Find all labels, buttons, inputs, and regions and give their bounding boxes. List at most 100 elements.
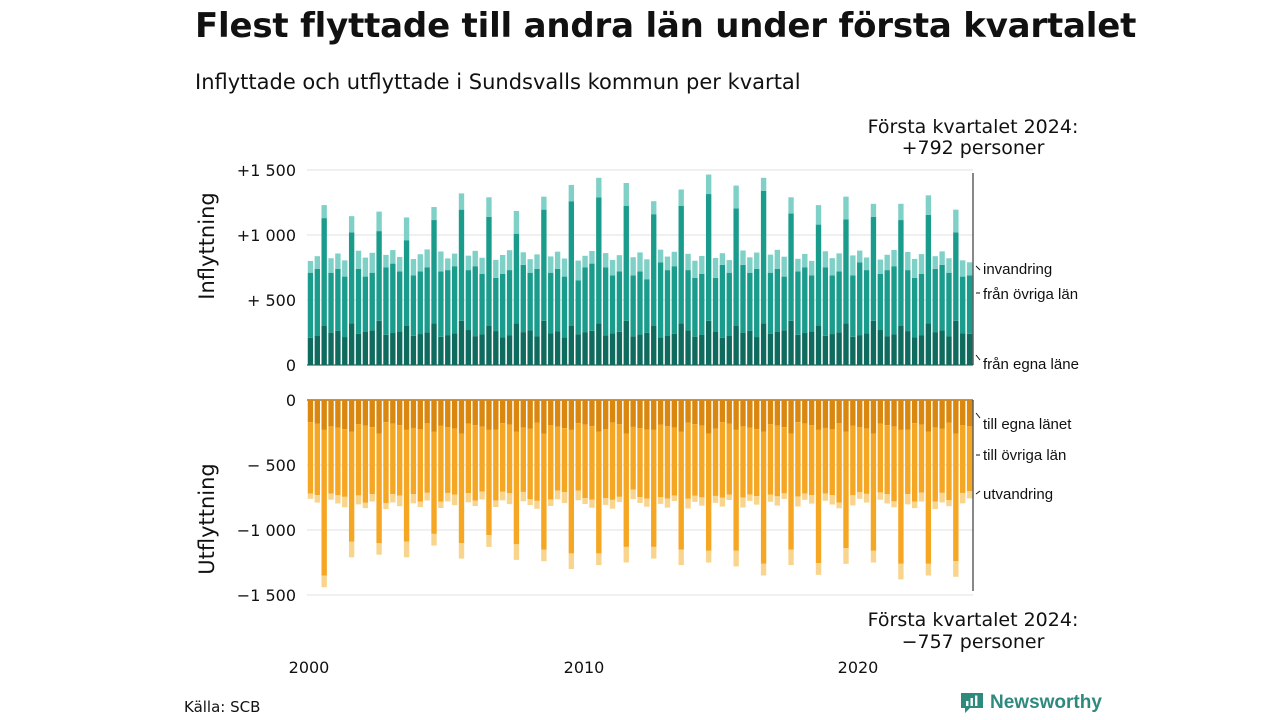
bar-in-invandring-80 xyxy=(857,250,863,263)
bar-in-egna-46 xyxy=(623,320,629,365)
bar-ut-ovriga-65 xyxy=(754,429,760,497)
bar-ut-utvandring-93 xyxy=(946,500,952,507)
bar-in-egna-52 xyxy=(664,335,671,365)
bar-in-egna-75 xyxy=(822,335,829,365)
bar-ut-egna-44 xyxy=(609,400,616,423)
bar-in-egna-62 xyxy=(733,326,739,365)
bar-ut-ovriga-37 xyxy=(561,428,568,493)
bar-ut-egna-25 xyxy=(479,400,485,427)
bar-in-egna-54 xyxy=(678,323,684,365)
bar-ut-egna-45 xyxy=(616,400,623,425)
bar-ut-utvandring-4 xyxy=(335,495,341,504)
bar-in-ovriga-16 xyxy=(417,271,423,335)
bar-in-invandring-91 xyxy=(932,256,938,269)
legend-ut-ovriga: till övriga län xyxy=(983,447,1066,464)
bar-in-invandring-20 xyxy=(445,258,451,271)
bar-in-invandring-2 xyxy=(321,205,327,219)
bar-ut-egna-80 xyxy=(857,400,863,428)
bar-ut-egna-95 xyxy=(960,400,966,426)
bar-ut-utvandring-33 xyxy=(534,500,540,509)
bar-ut-utvandring-90 xyxy=(925,563,932,576)
bar-ut-utvandring-80 xyxy=(857,492,863,499)
bar-ut-ovriga-32 xyxy=(527,428,533,500)
bar-ut-utvandring-19 xyxy=(438,501,444,509)
bar-ut-utvandring-35 xyxy=(548,499,554,506)
annotation-top-line2: +792 personer xyxy=(902,137,1045,159)
bar-ut-utvandring-30 xyxy=(513,544,520,560)
bar-in-ovriga-29 xyxy=(506,270,513,336)
bar-in-egna-87 xyxy=(905,331,911,365)
bar-ut-egna-15 xyxy=(410,400,417,428)
bar-ut-ovriga-70 xyxy=(788,433,794,550)
bar-ut-ovriga-93 xyxy=(946,422,952,501)
bar-in-ovriga-0 xyxy=(307,272,314,338)
bar-in-invandring-1 xyxy=(314,256,320,269)
bar-in-egna-64 xyxy=(747,330,753,365)
bar-in-invandring-28 xyxy=(500,255,506,274)
bar-ut-ovriga-21 xyxy=(451,428,458,495)
bar-in-ovriga-51 xyxy=(657,262,664,338)
bar-ut-ovriga-27 xyxy=(493,429,499,501)
bar-in-invandring-43 xyxy=(602,253,609,268)
bar-in-invandring-0 xyxy=(307,261,314,273)
bar-in-invandring-6 xyxy=(348,216,355,233)
bar-in-egna-77 xyxy=(836,332,842,365)
bar-ut-utvandring-47 xyxy=(630,489,636,500)
bar-in-egna-3 xyxy=(328,332,334,365)
bar-in-ovriga-2 xyxy=(321,218,327,326)
bar-ut-egna-51 xyxy=(657,400,664,425)
bar-in-invandring-59 xyxy=(712,258,719,278)
bar-in-ovriga-14 xyxy=(403,240,410,326)
bar-in-egna-20 xyxy=(445,335,451,365)
bar-ut-utvandring-60 xyxy=(719,497,726,507)
bar-ut-utvandring-49 xyxy=(644,498,650,507)
bar-in-ovriga-70 xyxy=(788,213,794,321)
bar-in-ovriga-31 xyxy=(520,264,526,333)
bar-ut-utvandring-79 xyxy=(850,495,856,506)
bar-ut-egna-60 xyxy=(719,400,726,423)
bar-in-ovriga-74 xyxy=(815,224,822,326)
bar-ut-ovriga-84 xyxy=(884,425,890,494)
bar-ut-egna-93 xyxy=(946,400,952,423)
bar-in-egna-76 xyxy=(829,334,835,365)
bar-ut-ovriga-39 xyxy=(575,423,581,491)
bar-in-egna-72 xyxy=(802,333,808,365)
bar-ut-utvandring-56 xyxy=(692,495,698,502)
bar-ut-egna-78 xyxy=(843,400,849,432)
bar-ut-egna-1 xyxy=(314,400,320,424)
bar-ut-ovriga-5 xyxy=(342,429,348,497)
bar-ut-utvandring-73 xyxy=(808,495,815,504)
legend-tick-ut-egna xyxy=(975,412,981,419)
bar-ut-ovriga-34 xyxy=(541,433,547,550)
bar-in-egna-65 xyxy=(754,337,760,365)
bar-in-egna-1 xyxy=(314,336,320,365)
bar-ut-utvandring-77 xyxy=(836,502,842,509)
bar-in-ovriga-47 xyxy=(630,275,636,337)
bar-ut-ovriga-25 xyxy=(479,426,485,492)
bar-in-invandring-60 xyxy=(719,253,726,265)
bar-in-egna-24 xyxy=(472,336,478,365)
bar-ut-utvandring-82 xyxy=(870,550,877,563)
bar-ut-utvandring-25 xyxy=(479,491,485,500)
y-tick-top-1500: +1 500 xyxy=(237,161,296,180)
bar-in-ovriga-63 xyxy=(740,264,746,333)
bar-ut-egna-58 xyxy=(705,400,712,434)
bar-ut-egna-30 xyxy=(513,400,520,432)
bar-in-ovriga-39 xyxy=(575,280,581,335)
bar-in-invandring-33 xyxy=(534,254,540,269)
bar-ut-utvandring-2 xyxy=(321,575,327,588)
bar-in-ovriga-73 xyxy=(808,275,815,332)
bar-in-ovriga-92 xyxy=(939,264,945,331)
bar-ut-utvandring-16 xyxy=(417,501,423,508)
bar-in-invandring-65 xyxy=(754,252,760,269)
bar-ut-utvandring-10 xyxy=(376,543,382,555)
bar-in-invandring-12 xyxy=(390,250,396,264)
bar-in-ovriga-23 xyxy=(465,270,472,331)
bar-ut-utvandring-68 xyxy=(774,496,780,506)
bar-ut-egna-40 xyxy=(582,400,588,425)
bar-ut-egna-79 xyxy=(850,400,856,426)
bar-in-egna-11 xyxy=(383,334,389,365)
bar-in-invandring-84 xyxy=(884,254,890,271)
bar-in-invandring-85 xyxy=(891,249,897,267)
bar-ut-utvandring-55 xyxy=(685,498,691,509)
